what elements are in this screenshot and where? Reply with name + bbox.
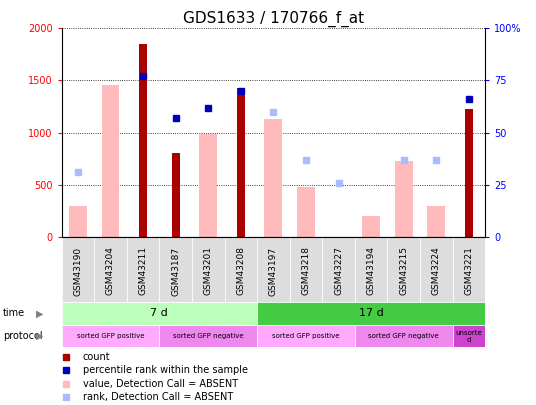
Bar (452, 325, 485, 347)
Bar (159, 325, 257, 347)
Text: sorted GFP positive: sorted GFP positive (77, 333, 144, 339)
Bar (159, 237, 192, 302)
Text: GSM43215: GSM43215 (399, 247, 408, 296)
Text: ▶: ▶ (36, 309, 44, 318)
Text: GSM43208: GSM43208 (236, 247, 245, 296)
Text: value, Detection Call = ABSENT: value, Detection Call = ABSENT (83, 379, 238, 389)
Text: GSM43211: GSM43211 (139, 247, 147, 296)
Bar (94, 237, 127, 302)
Text: time: time (3, 309, 25, 318)
Bar (264, 119, 282, 237)
Bar (199, 134, 217, 237)
Text: sorted GFP positive: sorted GFP positive (272, 333, 340, 339)
Bar (62, 325, 159, 347)
Text: GSM43221: GSM43221 (464, 247, 473, 295)
Bar (388, 237, 420, 302)
Bar (62, 237, 94, 302)
Text: sorted GFP negative: sorted GFP negative (368, 333, 439, 339)
Text: percentile rank within the sample: percentile rank within the sample (83, 365, 248, 375)
Bar (322, 237, 355, 302)
Bar (427, 206, 445, 237)
Bar (289, 237, 322, 302)
Bar (139, 44, 147, 237)
Text: rank, Detection Call = ABSENT: rank, Detection Call = ABSENT (83, 392, 233, 402)
Bar (465, 109, 473, 237)
Bar (62, 302, 257, 325)
Text: GSM43204: GSM43204 (106, 247, 115, 295)
Bar (257, 302, 485, 325)
Text: 17 d: 17 d (359, 309, 383, 318)
Text: ▶: ▶ (36, 331, 44, 341)
Text: GSM43227: GSM43227 (334, 247, 343, 295)
Bar (355, 325, 452, 347)
Text: count: count (83, 352, 110, 362)
Text: GSM43218: GSM43218 (301, 247, 310, 296)
Text: GSM43197: GSM43197 (269, 247, 278, 296)
Text: GSM43190: GSM43190 (73, 247, 83, 296)
Bar (101, 85, 120, 237)
Text: protocol: protocol (3, 331, 42, 341)
Text: GSM43187: GSM43187 (171, 247, 180, 296)
Bar (452, 237, 485, 302)
Text: sorted GFP negative: sorted GFP negative (173, 333, 243, 339)
Text: 7 d: 7 d (151, 309, 168, 318)
Bar (394, 161, 413, 237)
Bar (172, 153, 180, 237)
Bar (257, 325, 355, 347)
Text: GSM43194: GSM43194 (367, 247, 376, 296)
Bar (257, 237, 289, 302)
Bar (225, 237, 257, 302)
Bar (362, 216, 380, 237)
Text: GSM43224: GSM43224 (431, 247, 441, 295)
Bar (420, 237, 452, 302)
Bar (127, 237, 159, 302)
Bar (69, 207, 87, 237)
Bar (297, 187, 315, 237)
Bar (192, 237, 225, 302)
Text: unsorte
d: unsorte d (456, 330, 482, 343)
Bar (237, 88, 245, 237)
Text: GSM43201: GSM43201 (204, 247, 213, 296)
Title: GDS1633 / 170766_f_at: GDS1633 / 170766_f_at (183, 11, 364, 27)
Bar (355, 237, 388, 302)
